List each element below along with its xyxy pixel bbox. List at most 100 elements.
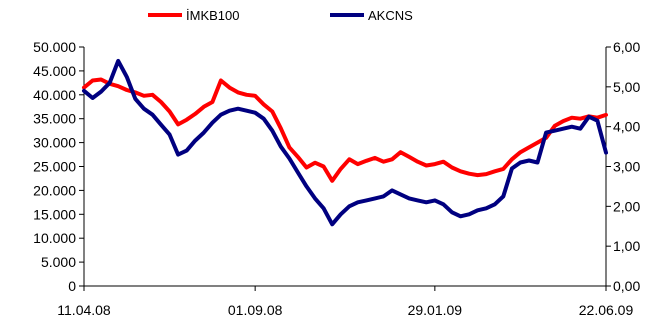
data-point-imkb100 bbox=[280, 127, 282, 130]
data-point-imkb100 bbox=[357, 163, 359, 165]
left-tick-label: 40.000 bbox=[33, 87, 76, 103]
data-point-akcns bbox=[297, 171, 299, 174]
right-tick-label: 4,00 bbox=[613, 119, 640, 135]
x-tick-label: 11.04.08 bbox=[57, 302, 111, 318]
left-tick-label: 35.000 bbox=[33, 111, 76, 127]
data-point-imkb100 bbox=[203, 106, 205, 108]
legend-label-imkb100: İMKB100 bbox=[186, 8, 239, 23]
data-point-imkb100 bbox=[262, 103, 265, 106]
data-point-imkb100 bbox=[305, 166, 308, 169]
data-point-imkb100 bbox=[288, 146, 291, 149]
data-point-akcns bbox=[288, 157, 291, 160]
data-point-imkb100 bbox=[271, 110, 274, 113]
data-point-imkb100 bbox=[365, 160, 368, 162]
legend: İMKB100 AKCNS bbox=[148, 8, 413, 23]
series-line-imkb100 bbox=[82, 77, 608, 183]
data-point-imkb100 bbox=[605, 114, 607, 116]
data-point-akcns bbox=[519, 161, 522, 164]
left-tick-label: 30.000 bbox=[33, 135, 76, 151]
data-point-akcns bbox=[382, 195, 385, 198]
data-point-akcns bbox=[322, 207, 325, 210]
data-point-akcns bbox=[271, 129, 274, 132]
data-point-akcns bbox=[245, 109, 248, 112]
data-point-imkb100 bbox=[348, 158, 351, 161]
right-tick-label: 6,00 bbox=[613, 39, 640, 55]
data-point-akcns bbox=[605, 151, 607, 154]
right-tick-label: 1,00 bbox=[613, 238, 640, 254]
data-point-akcns bbox=[348, 205, 351, 208]
data-point-akcns bbox=[425, 201, 428, 204]
right-tick-label: 3,00 bbox=[613, 159, 640, 175]
data-point-akcns bbox=[562, 127, 564, 130]
data-point-akcns bbox=[399, 193, 402, 196]
left-tick-label: 15.000 bbox=[33, 206, 76, 222]
data-point-akcns bbox=[203, 131, 205, 134]
data-point-akcns bbox=[168, 133, 171, 136]
data-point-akcns bbox=[237, 107, 239, 110]
data-point-akcns bbox=[528, 159, 530, 162]
data-point-akcns bbox=[365, 199, 368, 202]
data-point-akcns bbox=[459, 215, 462, 218]
data-point-imkb100 bbox=[382, 160, 385, 163]
data-point-akcns bbox=[228, 109, 231, 112]
data-point-imkb100 bbox=[416, 160, 419, 163]
data-point-imkb100 bbox=[536, 141, 539, 144]
x-tick-label: 01.09.08 bbox=[228, 302, 283, 318]
data-point-imkb100 bbox=[211, 101, 214, 103]
data-point-akcns bbox=[254, 111, 256, 114]
data-point-akcns bbox=[126, 76, 128, 78]
data-point-akcns bbox=[331, 223, 334, 226]
data-point-akcns bbox=[194, 139, 196, 142]
data-point-imkb100 bbox=[425, 164, 428, 167]
data-point-imkb100 bbox=[553, 125, 556, 127]
data-point-imkb100 bbox=[408, 156, 411, 158]
data-point-akcns bbox=[494, 203, 496, 206]
data-point-akcns bbox=[511, 167, 513, 170]
data-point-imkb100 bbox=[322, 165, 325, 168]
legend-label-akcns: AKCNS bbox=[368, 8, 413, 23]
data-point-imkb100 bbox=[596, 116, 599, 119]
data-point-akcns bbox=[536, 161, 539, 164]
data-point-imkb100 bbox=[339, 168, 342, 170]
left-tick-label: 50.000 bbox=[33, 39, 76, 55]
data-point-akcns bbox=[211, 121, 214, 124]
data-point-imkb100 bbox=[468, 172, 470, 175]
data-point-imkb100 bbox=[314, 161, 316, 164]
data-point-imkb100 bbox=[194, 113, 196, 115]
left-tick-label: 45.000 bbox=[33, 63, 76, 79]
data-point-akcns bbox=[553, 129, 556, 132]
data-point-imkb100 bbox=[391, 158, 393, 161]
axes: 0 5.000 10.000 15.000 20.000 25.000 30.000 35.0… bbox=[33, 39, 640, 318]
data-point-imkb100 bbox=[117, 85, 119, 87]
data-point-imkb100 bbox=[399, 151, 402, 153]
data-point-akcns bbox=[280, 145, 282, 148]
data-point-imkb100 bbox=[374, 157, 376, 159]
data-point-imkb100 bbox=[185, 118, 188, 121]
data-point-akcns bbox=[134, 98, 137, 100]
data-point-akcns bbox=[579, 127, 582, 130]
data-point-akcns bbox=[391, 189, 393, 192]
data-point-akcns bbox=[374, 197, 376, 200]
data-point-akcns bbox=[108, 82, 111, 84]
data-point-imkb100 bbox=[476, 174, 479, 176]
left-tick-label: 20.000 bbox=[33, 182, 76, 198]
data-point-akcns bbox=[91, 97, 94, 99]
data-point-akcns bbox=[434, 199, 436, 202]
data-point-imkb100 bbox=[485, 173, 488, 175]
data-point-imkb100 bbox=[331, 180, 334, 182]
data-point-akcns bbox=[468, 213, 470, 216]
data-point-akcns bbox=[442, 203, 445, 206]
data-point-akcns bbox=[262, 117, 265, 120]
data-point-imkb100 bbox=[228, 86, 231, 89]
data-point-imkb100 bbox=[83, 86, 85, 89]
data-point-imkb100 bbox=[297, 156, 299, 158]
data-point-imkb100 bbox=[571, 116, 573, 119]
data-point-akcns bbox=[177, 153, 179, 156]
data-point-imkb100 bbox=[177, 123, 179, 126]
data-point-imkb100 bbox=[245, 94, 248, 96]
left-tick-label: 10.000 bbox=[33, 230, 76, 246]
data-point-imkb100 bbox=[143, 95, 145, 97]
data-point-akcns bbox=[117, 60, 119, 62]
data-point-imkb100 bbox=[254, 95, 256, 97]
data-point-imkb100 bbox=[100, 78, 102, 81]
